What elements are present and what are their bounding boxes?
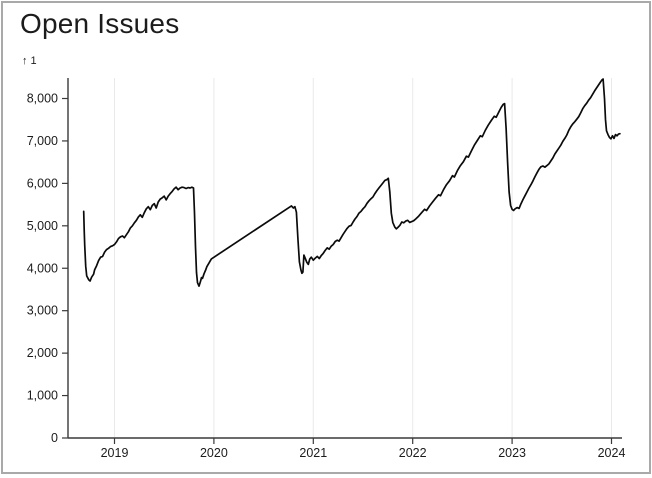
y-tick-label: 8,000 (27, 92, 58, 106)
y-tick-label: 3,000 (27, 304, 58, 318)
x-tick-label: 2024 (598, 446, 626, 460)
series-line-open-issues (82, 78, 621, 287)
x-tick-label: 2019 (101, 446, 129, 460)
y-tick-label: 0 (51, 431, 58, 445)
x-tick-label: 2021 (299, 446, 327, 460)
y-tick-label: 2,000 (27, 346, 58, 360)
y-tick-label: 7,000 (27, 134, 58, 148)
x-tick-label: 2022 (399, 446, 427, 460)
y-tick-label: 1,000 (27, 389, 58, 403)
x-tick-label: 2020 (200, 446, 228, 460)
page-title: Open Issues (20, 8, 180, 39)
y-tick-label: 6,000 (27, 176, 58, 190)
y-tick-label: 5,000 (27, 219, 58, 233)
x-tick-label: 2023 (498, 446, 526, 460)
y-axis-unit-label: ↑ 1 (22, 55, 37, 67)
y-tick-label: 4,000 (27, 261, 58, 275)
